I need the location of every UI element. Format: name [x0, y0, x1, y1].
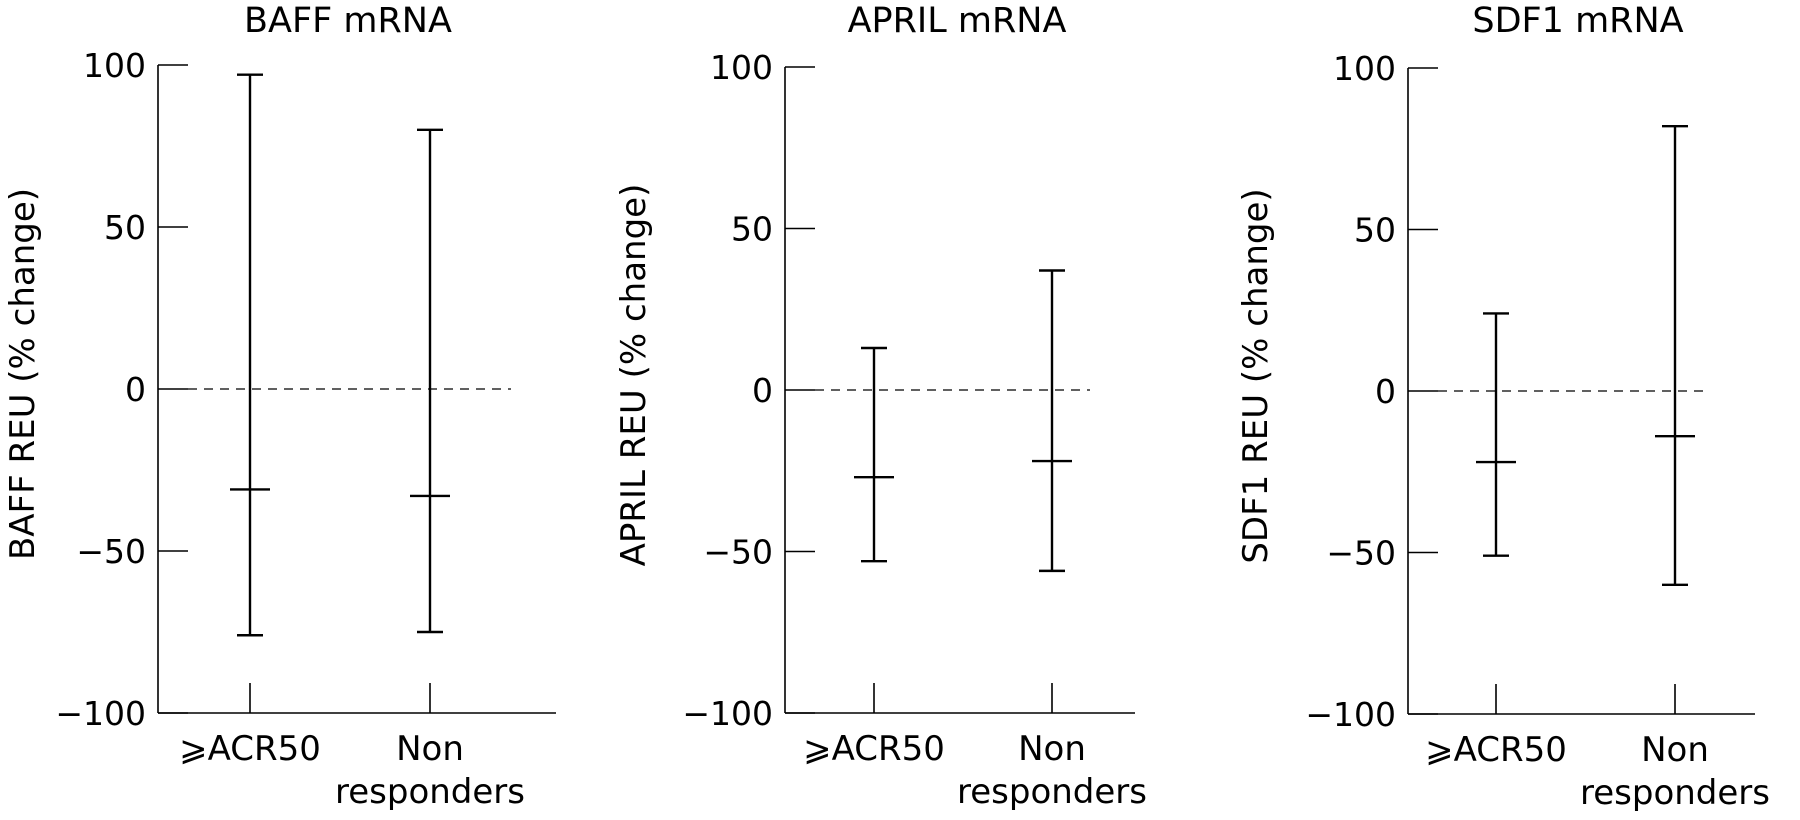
y-tick-label: −100	[682, 694, 773, 733]
x-category-label: ⩾ACR50	[1425, 730, 1567, 770]
x-category-label: Non	[1641, 730, 1709, 770]
error-bar	[1476, 312, 1516, 557]
error-bar	[854, 346, 894, 563]
y-tick-label: 100	[710, 48, 773, 87]
error-bar	[410, 128, 450, 634]
error-bar	[1032, 269, 1072, 573]
error-bar	[230, 73, 270, 637]
x-category-label: ⩾ACR50	[179, 729, 321, 769]
y-tick-label: −50	[76, 532, 146, 571]
x-category-label-line2: responders	[335, 772, 525, 812]
y-tick-label: 50	[731, 210, 773, 249]
y-tick-label: −100	[1305, 695, 1396, 734]
y-tick-label: −50	[703, 533, 773, 572]
chart-title: APRIL mRNA	[848, 1, 1067, 41]
x-category-label-line2: responders	[1580, 773, 1770, 813]
x-category-label: ⩾ACR50	[803, 729, 945, 769]
chart-panel-1: BAFF mRNA BAFF REU (% change) 100 50 0 −50 −10…	[3, 1, 556, 812]
y-tick-label: 0	[1375, 372, 1396, 411]
y-tick-label: −50	[1326, 534, 1396, 573]
x-category-label-line2: responders	[957, 772, 1147, 812]
y-tick-label: 0	[752, 371, 773, 410]
y-axis-label: SDF1 REU (% change)	[1236, 188, 1276, 563]
x-category-label: Non	[396, 729, 464, 769]
y-tick-label: 100	[1333, 49, 1396, 88]
error-bar	[1655, 124, 1695, 586]
chart-title: BAFF mRNA	[244, 1, 452, 41]
chart-panel-3: SDF1 mRNA SDF1 REU (% change) 100 50 0 −50 −10…	[1236, 1, 1770, 813]
chart-panel-2: APRIL mRNA APRIL REU (% change) 100 50 0 −50 −…	[614, 1, 1147, 812]
y-tick-label: −100	[55, 694, 146, 733]
y-tick-label: 100	[83, 46, 146, 85]
y-tick-label: 50	[104, 208, 146, 247]
y-tick-label: 50	[1354, 211, 1396, 250]
y-axis-label: BAFF REU (% change)	[3, 188, 43, 560]
y-tick-label: 0	[125, 370, 146, 409]
chart-title: SDF1 mRNA	[1472, 1, 1683, 41]
y-axis-label: APRIL REU (% change)	[614, 184, 654, 567]
x-category-label: Non	[1018, 729, 1086, 769]
